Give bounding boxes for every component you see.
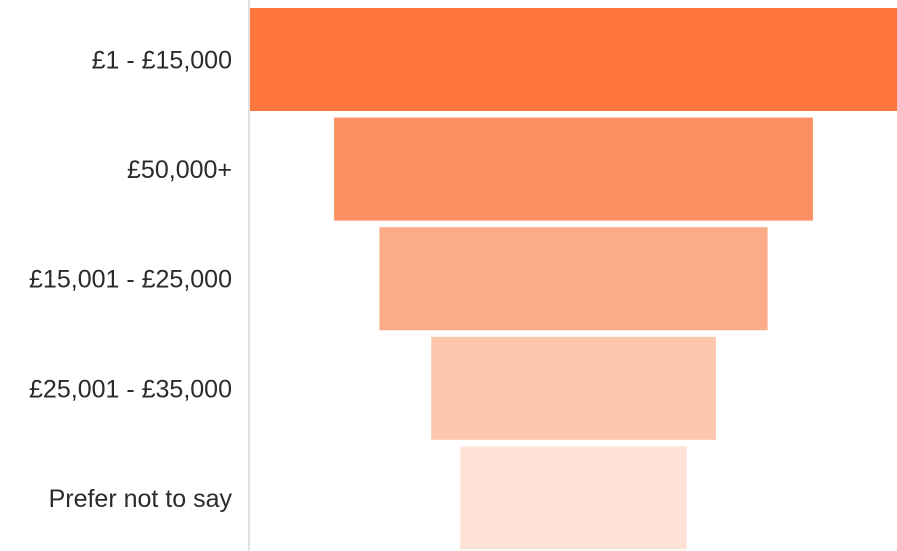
category-label: £1 - £15,000	[92, 47, 232, 75]
funnel-bar	[460, 446, 687, 550]
funnel-bar	[379, 227, 768, 331]
funnel-bars	[250, 8, 897, 550]
category-label: Prefer not to say	[49, 485, 233, 513]
category-labels: £1 - £15,000 £50,000+ £15,001 - £25,000 £25…	[29, 47, 232, 513]
category-label: £25,001 - £35,000	[29, 375, 232, 403]
funnel-bar	[431, 336, 716, 440]
funnel-bar	[334, 117, 813, 221]
category-label: £15,001 - £25,000	[29, 266, 232, 294]
funnel-bar	[250, 8, 897, 111]
category-label: £50,000+	[127, 156, 232, 184]
